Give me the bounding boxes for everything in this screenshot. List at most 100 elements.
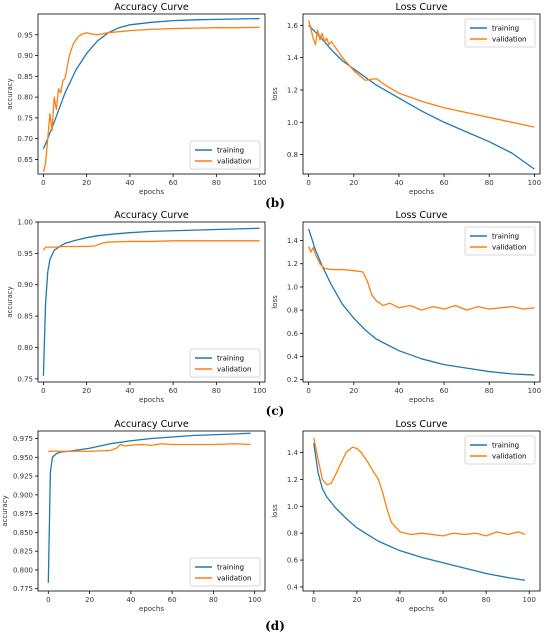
y-tick-label: 0.70 [17, 135, 33, 143]
legend: training validation [464, 226, 536, 256]
y-tick-label: 0.4 [287, 583, 299, 591]
chart-title: Loss Curve [396, 2, 448, 13]
series-line-training [313, 443, 526, 581]
y-tick-label: 0.8 [287, 151, 298, 159]
legend-label-validation: validation [217, 575, 251, 583]
y-tick-label: 0.875 [13, 510, 33, 518]
y-tick-label: 1.4 [287, 54, 299, 62]
x-axis-label: epochs [139, 396, 164, 404]
y-tick-label: 0.90 [17, 52, 33, 60]
y-tick-label: 0.850 [13, 529, 33, 537]
x-tick-label: 100 [523, 596, 536, 604]
legend-label-validation: validation [492, 36, 526, 44]
x-tick-label: 40 [126, 596, 135, 604]
series-line-validation [308, 20, 535, 128]
series-line-training [308, 228, 535, 376]
plot-frame [37, 13, 266, 175]
y-axis-label: loss [271, 504, 279, 518]
legend: training validation [189, 140, 261, 170]
chart-5: Accuracy Curve 0 20 40 60 80 100 0.775 0.800 0.82… [1, 419, 266, 613]
x-tick-label: 100 [253, 179, 266, 187]
legend-label-training: training [217, 355, 244, 363]
y-tick-label: 0.925 [13, 473, 33, 481]
legend-label-validation: validation [217, 158, 251, 166]
series-line-training [47, 432, 251, 583]
plot-frame [302, 221, 541, 383]
y-tick-label: 0.75 [17, 114, 33, 122]
x-tick-label: 100 [528, 387, 541, 395]
y-tick-label: 0.95 [17, 31, 33, 39]
y-axis-label: loss [271, 87, 279, 101]
y-tick-label: 0.80 [17, 94, 33, 102]
legend: training validation [464, 18, 536, 48]
chart-title: Accuracy Curve [114, 210, 189, 221]
y-tick-label: 0.775 [13, 585, 33, 593]
y-tick-label: 1.2 [287, 476, 298, 484]
series-line-validation [308, 246, 535, 311]
x-tick-label: 80 [485, 179, 494, 187]
y-tick-label: 0.8 [287, 307, 298, 315]
y-tick-label: 0.85 [17, 73, 33, 81]
y-tick-label: 0.65 [17, 156, 33, 164]
legend-label-training: training [492, 442, 519, 450]
series-line-validation [313, 437, 526, 537]
y-tick-label: 1.0 [287, 119, 298, 127]
y-tick-label: 1.6 [287, 22, 299, 30]
x-tick-label: 80 [212, 387, 221, 395]
y-tick-label: 0.80 [17, 344, 33, 352]
x-tick-label: 40 [394, 179, 403, 187]
x-tick-label: 0 [46, 596, 50, 604]
y-tick-label: 0.8 [287, 530, 298, 538]
x-tick-label: 20 [82, 179, 91, 187]
y-tick-label: 0.800 [13, 566, 33, 574]
y-tick-label: 0.75 [17, 375, 33, 383]
y-tick-label: 0.95 [17, 250, 33, 258]
legend: training validation [189, 557, 261, 587]
x-tick-label: 20 [352, 596, 361, 604]
series-line-validation [42, 26, 260, 173]
legend-label-training: training [492, 25, 519, 33]
plot-frame [37, 430, 266, 592]
x-tick-label: 0 [312, 596, 316, 604]
x-axis-label: epochs [139, 188, 164, 196]
y-axis-label: loss [271, 295, 279, 309]
x-tick-label: 40 [125, 387, 134, 395]
chart-title: Loss Curve [396, 210, 448, 221]
x-axis-label: epochs [139, 605, 164, 613]
x-tick-label: 60 [168, 596, 177, 604]
legend-label-training: training [492, 233, 519, 241]
y-tick-label: 0.90 [17, 281, 33, 289]
legend-label-training: training [217, 564, 244, 572]
series-line-validation [42, 240, 260, 251]
y-tick-label: 0.900 [13, 491, 33, 499]
x-tick-label: 0 [41, 387, 45, 395]
series-line-training [308, 24, 535, 170]
legend-label-validation: validation [217, 366, 251, 374]
legend-label-validation: validation [492, 453, 526, 461]
y-tick-label: 0.2 [287, 376, 298, 384]
chart-2: Loss Curve 0 20 40 60 80 100 0.8 1.0 1.2 1.4 1.6 epo… [271, 2, 541, 196]
chart-title: Loss Curve [396, 419, 448, 430]
y-tick-label: 1.2 [287, 260, 298, 268]
y-tick-label: 0.950 [13, 454, 33, 462]
x-tick-label: 100 [528, 179, 541, 187]
legend-label-validation: validation [492, 244, 526, 252]
x-tick-label: 80 [482, 596, 491, 604]
x-tick-label: 60 [169, 179, 178, 187]
x-tick-label: 20 [349, 387, 358, 395]
legend: training validation [464, 435, 536, 465]
series-line-training [42, 17, 260, 150]
y-tick-label: 1.2 [287, 86, 298, 94]
y-tick-label: 0.4 [287, 353, 299, 361]
y-axis-label: accuracy [6, 286, 14, 318]
y-tick-label: 1.00 [17, 219, 33, 227]
plot-frame [37, 221, 266, 383]
chart-title: Accuracy Curve [114, 419, 189, 430]
legend: training validation [189, 348, 261, 378]
x-tick-label: 60 [440, 179, 449, 187]
y-tick-label: 0.975 [13, 435, 33, 443]
chart-6: Loss Curve 0 20 40 60 80 100 0.4 0.6 0.8 1.0 1.2 1.4… [271, 419, 541, 613]
legend-label-training: training [217, 147, 244, 155]
y-tick-label: 1.0 [287, 503, 298, 511]
chart-1: Accuracy Curve 0 20 40 60 80 100 0.65 0.70 0.75 0.… [6, 2, 266, 196]
